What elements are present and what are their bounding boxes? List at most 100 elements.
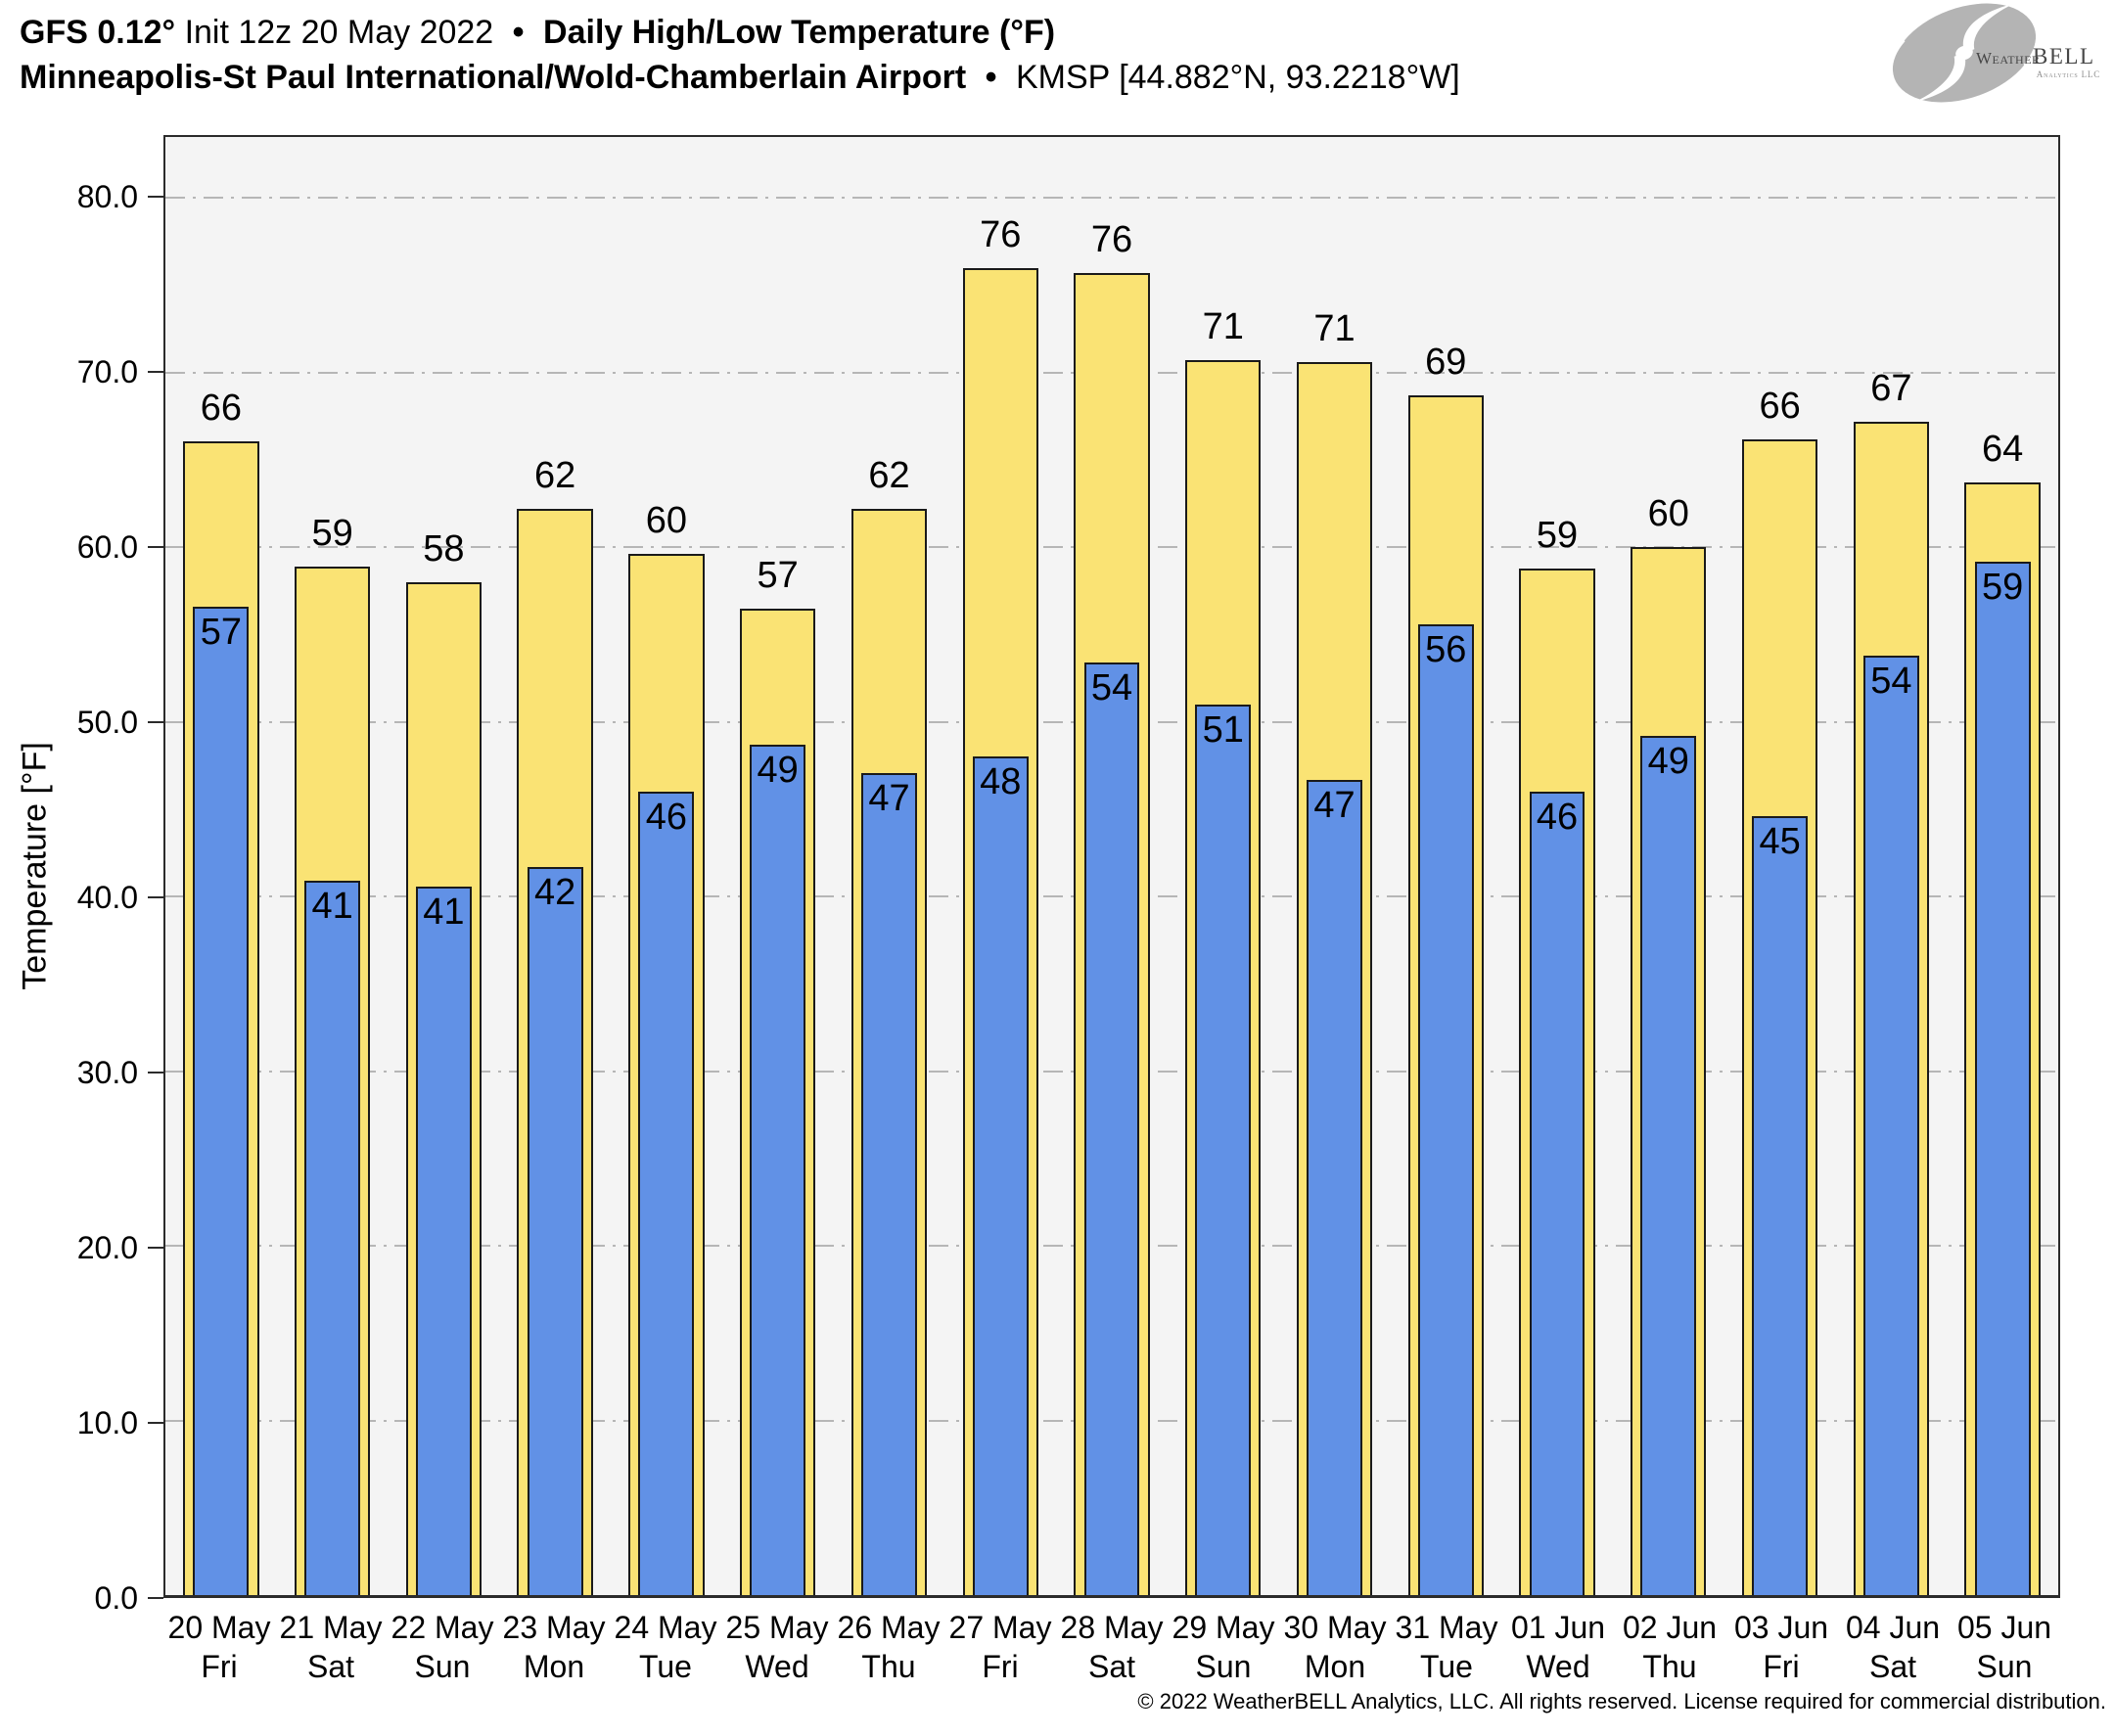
x-tick-date: 24 May — [614, 1610, 717, 1645]
y-tick-label: 20.0 — [76, 1229, 138, 1265]
low-value-label: 48 — [980, 761, 1022, 803]
x-tick-weekday: Fri — [982, 1649, 1019, 1684]
x-tick-date: 05 Jun — [1956, 1610, 2052, 1645]
x-tick-label: 20 May Fri — [163, 1608, 275, 1686]
high-value-label: 76 — [1090, 219, 1133, 261]
low-bar: 49 — [1640, 736, 1697, 1595]
y-tick-label: 70.0 — [76, 353, 138, 389]
bar-group: 49 57 — [722, 137, 834, 1595]
bars-layer: 57 66 41 59 41 58 42 62 46 60 49 57 47 62 48 76 54 76 51 71… — [165, 137, 2058, 1595]
bar-group: 57 66 — [165, 137, 277, 1595]
x-tick-weekday: Mon — [1304, 1649, 1366, 1684]
x-tick-label: 29 May Sun — [1168, 1608, 1279, 1686]
y-tick-mark — [148, 1246, 163, 1249]
x-tick-date: 25 May — [725, 1610, 829, 1645]
x-tick-date: 28 May — [1060, 1610, 1164, 1645]
high-value-label: 60 — [1647, 493, 1689, 535]
plot-area: 57 66 41 59 41 58 42 62 46 60 49 57 47 62 48 76 54 76 51 71… — [163, 135, 2060, 1598]
low-value-label: 41 — [423, 891, 465, 933]
low-bar: 51 — [1195, 704, 1252, 1595]
bar-group: 54 67 — [1835, 137, 1947, 1595]
low-bar: 46 — [1529, 792, 1586, 1595]
chart-header: GFS 0.12° Init 12z 20 May 2022 • Daily H… — [20, 10, 1460, 100]
x-tick-date: 21 May — [279, 1610, 383, 1645]
bar-group: 45 66 — [1724, 137, 1836, 1595]
bar-group: 56 69 — [1390, 137, 1501, 1595]
y-tick-label: 40.0 — [76, 879, 138, 915]
high-value-label: 57 — [757, 554, 799, 596]
x-tick-label: 01 Jun Wed — [1502, 1608, 1614, 1686]
y-tick-label: 60.0 — [76, 528, 138, 565]
low-value-label: 54 — [1870, 660, 1912, 702]
low-value-label: 59 — [1981, 566, 2024, 608]
bar-group: 42 62 — [499, 137, 611, 1595]
x-tick-date: 27 May — [948, 1610, 1052, 1645]
station-id: KMSP [44.882°N, 93.2218°W] — [1016, 59, 1460, 96]
low-value-label: 47 — [868, 777, 910, 819]
low-value-label: 56 — [1425, 628, 1467, 670]
x-tick-date: 23 May — [502, 1610, 606, 1645]
x-tick-weekday: Sun — [1195, 1649, 1252, 1684]
low-value-label: 47 — [1313, 784, 1356, 826]
x-tick-date: 30 May — [1283, 1610, 1387, 1645]
logo-tagline-text: Analytics LLC — [2037, 69, 2100, 79]
bar-group: 46 59 — [1501, 137, 1613, 1595]
low-bar: 49 — [750, 744, 806, 1595]
high-value-label: 76 — [980, 213, 1022, 255]
logo-bell-text: BELL — [2033, 44, 2095, 69]
hurricane-swirl-icon — [1887, 3, 2042, 103]
y-tick-mark — [148, 545, 163, 548]
x-tick-label: 27 May Fri — [944, 1608, 1056, 1686]
x-tick-date: 03 Jun — [1733, 1610, 1829, 1645]
y-tick-label: 10.0 — [76, 1404, 138, 1440]
low-value-label: 49 — [1647, 741, 1689, 783]
high-value-label: 66 — [200, 387, 243, 429]
x-tick-weekday: Mon — [523, 1649, 585, 1684]
bar-group: 54 76 — [1056, 137, 1168, 1595]
bullet-separator: • — [512, 14, 525, 51]
x-tick-label: 05 Jun Sun — [1949, 1608, 2060, 1686]
x-tick-label: 25 May Wed — [721, 1608, 833, 1686]
x-tick-weekday: Tue — [639, 1649, 692, 1684]
x-tick-label: 28 May Sat — [1056, 1608, 1168, 1686]
x-tick-date: 22 May — [391, 1610, 494, 1645]
x-tick-date: 31 May — [1395, 1610, 1498, 1645]
init-time: Init 12z 20 May 2022 — [184, 14, 494, 51]
y-tick-label: 50.0 — [76, 704, 138, 740]
y-tick-label: 80.0 — [76, 178, 138, 214]
low-bar: 41 — [304, 881, 361, 1595]
low-value-label: 42 — [534, 871, 576, 913]
x-tick-date: 29 May — [1172, 1610, 1275, 1645]
high-value-label: 69 — [1425, 342, 1467, 384]
y-tick-mark — [148, 1071, 163, 1074]
low-bar: 57 — [193, 607, 250, 1595]
high-value-label: 64 — [1981, 429, 2024, 471]
high-value-label: 60 — [645, 500, 688, 542]
bar-group: 48 76 — [944, 137, 1056, 1595]
header-line-1: GFS 0.12° Init 12z 20 May 2022 • Daily H… — [20, 10, 1460, 55]
x-tick-label: 24 May Tue — [610, 1608, 721, 1686]
x-tick-weekday: Sat — [1087, 1649, 1136, 1684]
y-tick-mark — [148, 895, 163, 898]
copyright-notice: © 2022 WeatherBELL Analytics, LLC. All r… — [1137, 1689, 2106, 1713]
high-value-label: 66 — [1759, 385, 1801, 427]
low-bar: 46 — [638, 792, 695, 1595]
low-value-label: 49 — [757, 749, 799, 791]
bar-group: 49 60 — [1613, 137, 1724, 1595]
x-tick-weekday: Thu — [1642, 1649, 1697, 1684]
y-tick-mark — [148, 720, 163, 723]
x-tick-weekday: Wed — [745, 1649, 809, 1684]
high-value-label: 71 — [1313, 308, 1356, 350]
x-tick-weekday: Fri — [201, 1649, 238, 1684]
high-value-label: 58 — [423, 528, 465, 571]
x-tick-weekday: Sun — [414, 1649, 471, 1684]
bar-group: 46 60 — [611, 137, 722, 1595]
x-tick-weekday: Sat — [306, 1649, 355, 1684]
x-tick-label: 04 Jun Sat — [1837, 1608, 1949, 1686]
weatherbell-logo: Weather BELL Analytics LLC — [1887, 3, 2100, 103]
x-tick-date: 02 Jun — [1622, 1610, 1718, 1645]
bar-group: 47 62 — [834, 137, 945, 1595]
low-bar: 48 — [972, 756, 1029, 1595]
product-title: Daily High/Low Temperature (°F) — [543, 14, 1056, 51]
